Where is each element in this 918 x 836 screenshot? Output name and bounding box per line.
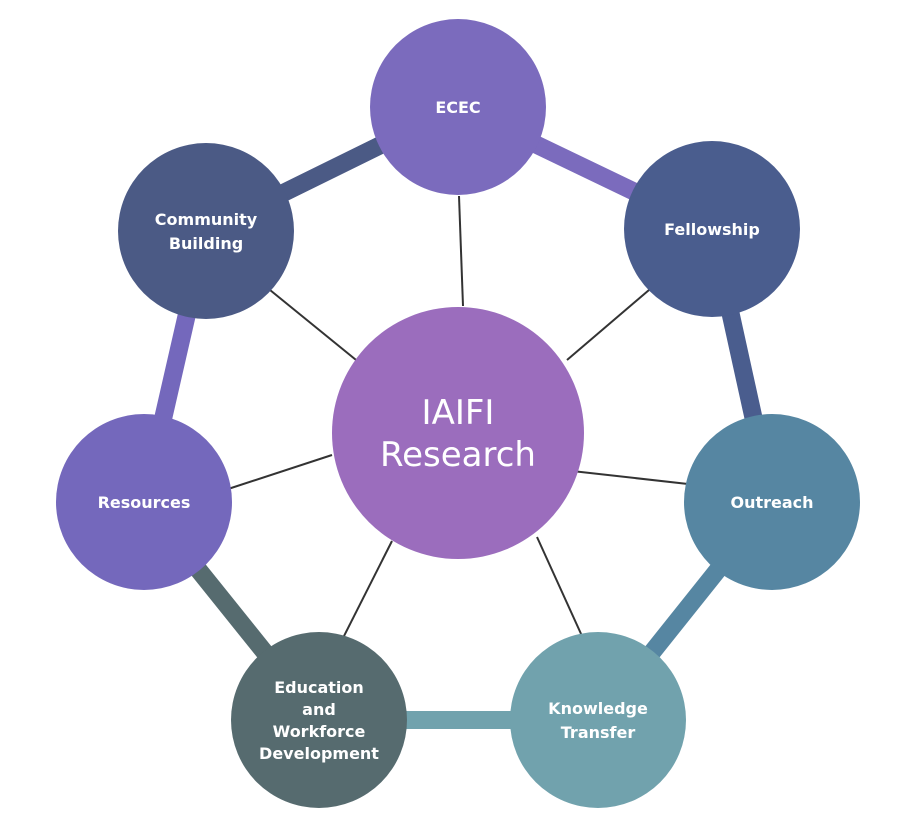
node-circle-community-building [118, 143, 294, 319]
node-knowledge-transfer: Knowledge Transfer [510, 632, 686, 808]
spoke-ecec [458, 195, 464, 307]
node-label-line: Fellowship [664, 220, 760, 239]
spoke-community-building [269, 289, 362, 365]
node-label-knowledge-transfer: Knowledge Transfer [548, 699, 648, 742]
node-label-ecec: ECEC [435, 98, 480, 117]
node-circle-knowledge-transfer [510, 632, 686, 808]
center-label: IAIFI Research [380, 393, 536, 475]
center-label-line: IAIFI [422, 393, 495, 433]
spoke-knowledge-transfer [536, 536, 583, 637]
node-fellowship: Fellowship [624, 141, 800, 317]
node-label-resources: Resources [98, 493, 191, 512]
spokes [221, 195, 689, 639]
outer-nodes: ECEC Fellowship Outreach Knowledge Transfer E… [56, 19, 860, 808]
node-circle-ecec [370, 19, 546, 195]
node-label-community-building: Community Building [155, 210, 258, 253]
spoke-resources [221, 454, 333, 492]
node-circle-resources [56, 414, 232, 590]
node-community-building: Community Building [118, 143, 294, 319]
node-label-education-workforce-development: Education and Workforce Development [259, 678, 379, 763]
node-label-line: Development [259, 744, 379, 763]
center-circle [332, 307, 584, 559]
center-node: IAIFI Research [332, 307, 584, 559]
node-label-line: Resources [98, 493, 191, 512]
node-circle-fellowship [624, 141, 800, 317]
node-label-line: Transfer [561, 723, 636, 742]
node-label-outreach: Outreach [730, 493, 813, 512]
spoke-fellowship [566, 289, 650, 361]
node-label-line: Outreach [730, 493, 813, 512]
node-education-workforce-development: Education and Workforce Development [231, 632, 407, 808]
spoke-education-workforce-development [342, 540, 393, 639]
node-label-line: Workforce [273, 722, 366, 741]
node-circle-education-workforce-development [231, 632, 407, 808]
spoke-outreach [571, 470, 689, 485]
node-ecec: ECEC [370, 19, 546, 195]
node-label-line: Education [274, 678, 364, 697]
node-label-line: Building [169, 234, 243, 253]
node-label-line: Community [155, 210, 258, 229]
node-circle-outreach [684, 414, 860, 590]
node-label-line: ECEC [435, 98, 480, 117]
center-label-line: Research [380, 435, 536, 475]
node-label-fellowship: Fellowship [664, 220, 760, 239]
node-label-line: and [302, 700, 336, 719]
node-outreach: Outreach [684, 414, 860, 590]
node-resources: Resources [56, 414, 232, 590]
node-label-line: Knowledge [548, 699, 648, 718]
